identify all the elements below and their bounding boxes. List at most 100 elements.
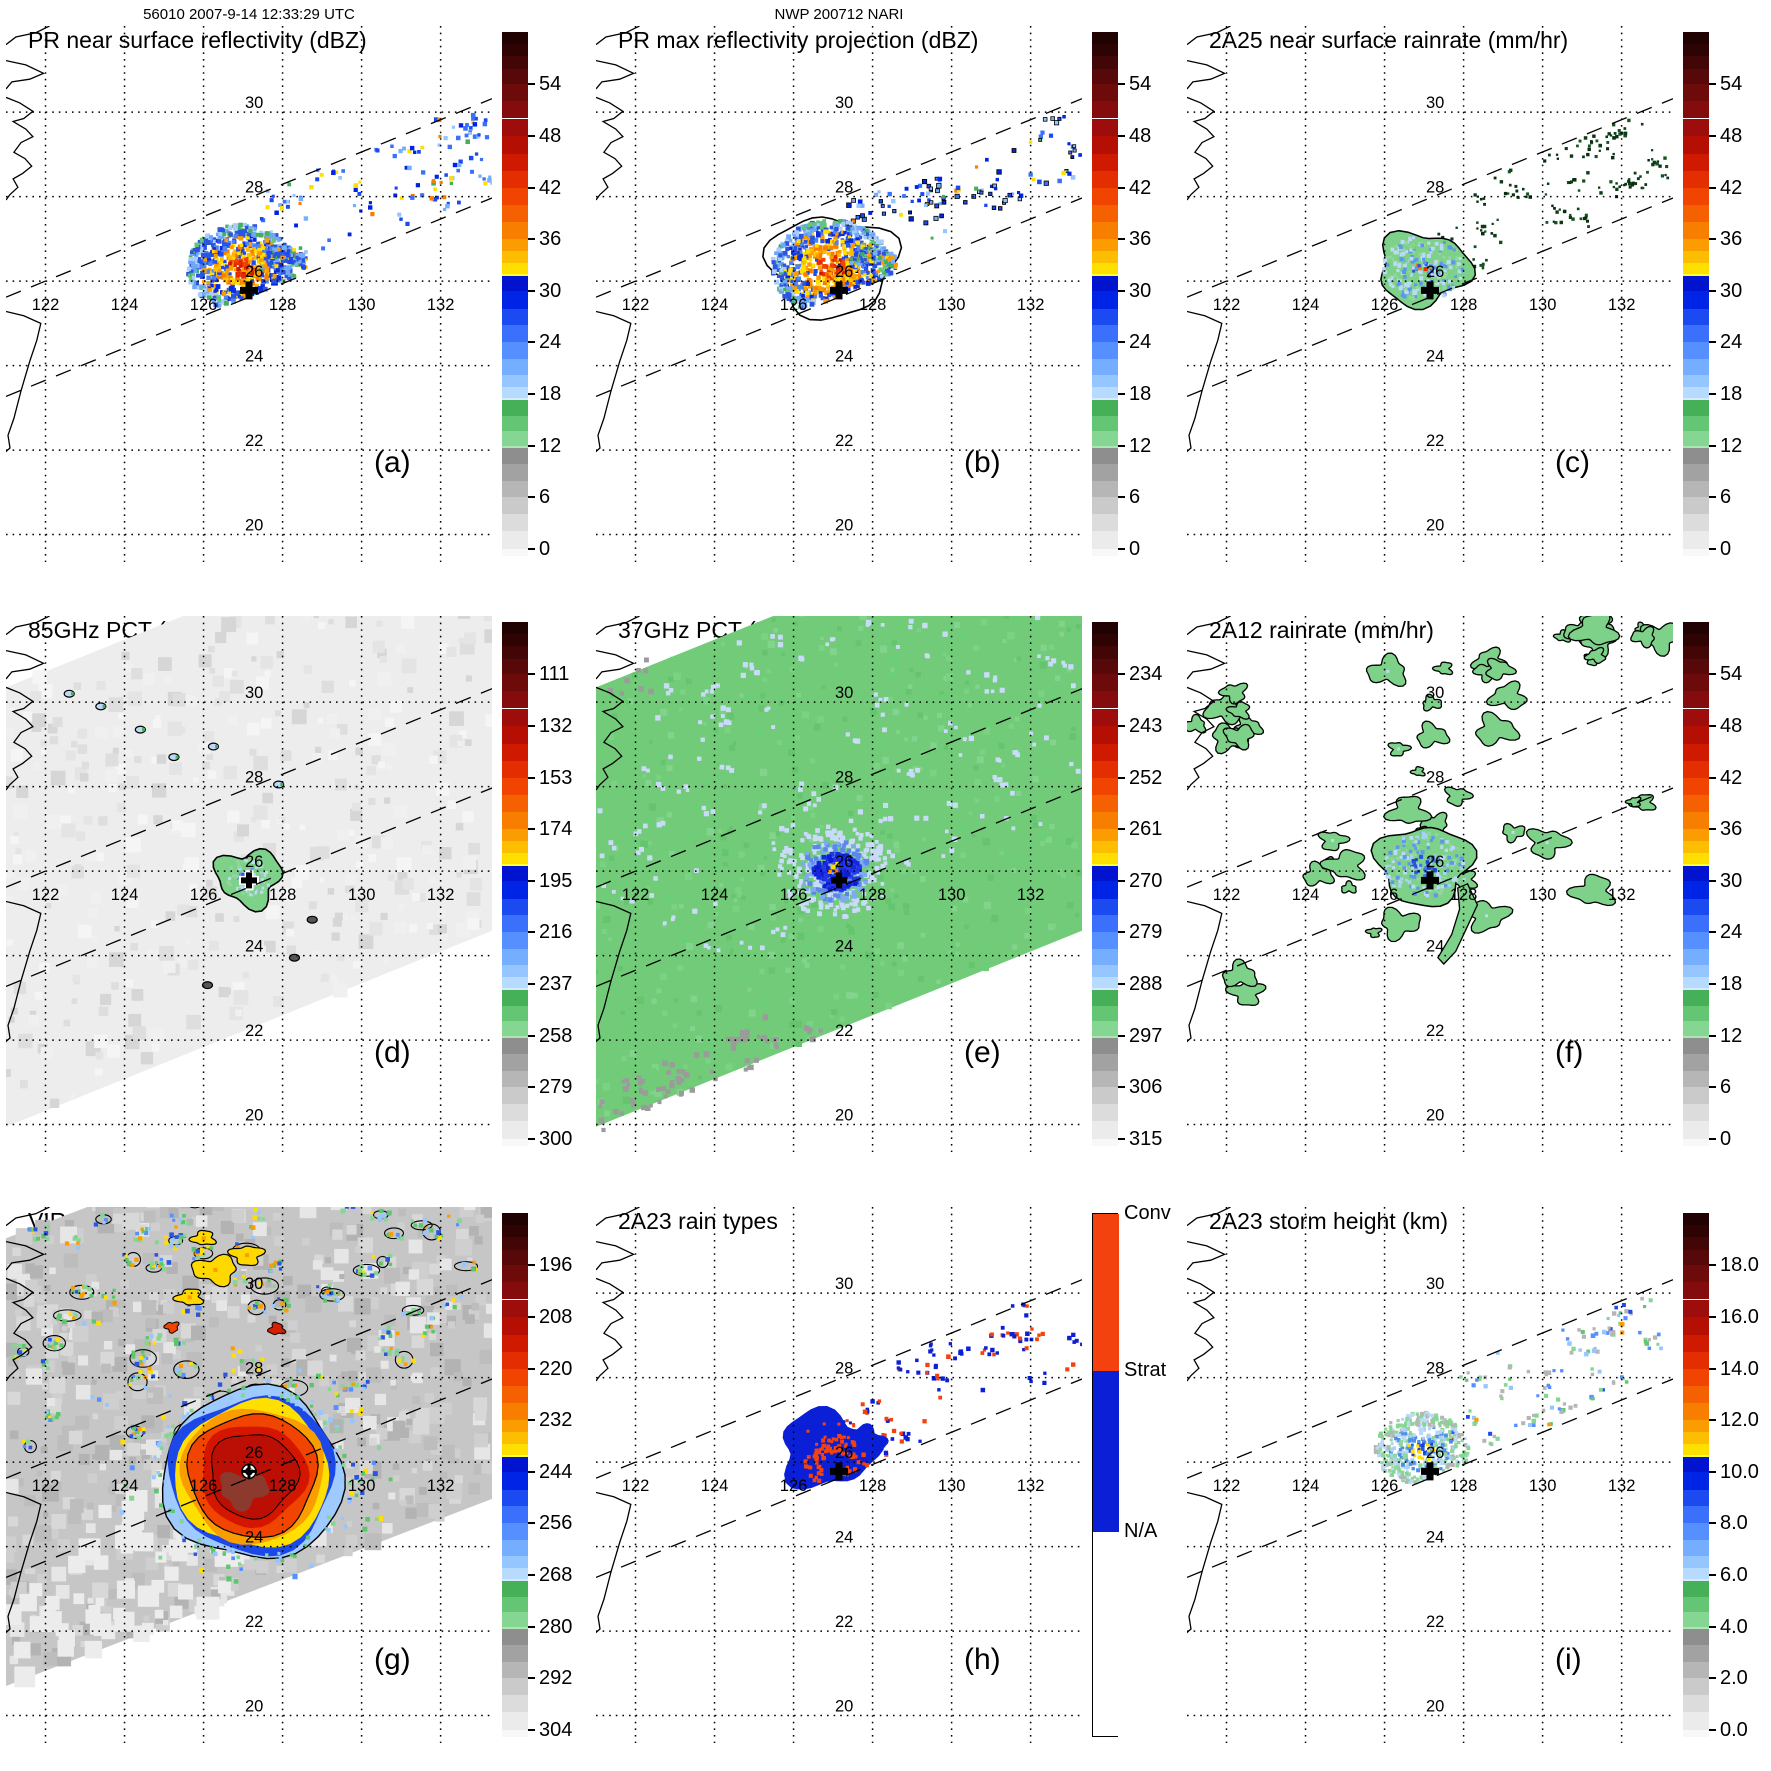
colorbar-segment: [502, 1104, 528, 1122]
colorbar-segment: [1683, 375, 1709, 388]
swath-edge-lower: [1187, 197, 1673, 398]
colorbar-segment: [502, 1265, 528, 1283]
colorbar-segment: [502, 1729, 528, 1737]
colorbar-segment: [502, 708, 528, 726]
colorbar-segment: [502, 56, 528, 69]
lat-label: 26: [835, 263, 853, 281]
colorbar-tick: [1118, 83, 1125, 86]
map-g: 122 124 126 128 130 132 30 28 26 24 22 20: [6, 1207, 492, 1743]
colorbar-segment: [502, 446, 528, 448]
lon-label: 128: [269, 886, 297, 904]
colorbar-tick-label: 24: [1720, 921, 1743, 944]
colorbar-segment: [1092, 915, 1118, 933]
header-orbit-time: 56010 2007-9-14 12:33:29 UTC: [143, 6, 355, 23]
colorbar-segment: [1683, 1368, 1709, 1386]
colorbar-segment: [1683, 1006, 1709, 1022]
colorbar-tick-label: 195: [539, 869, 573, 892]
colorbar-tick: [1709, 673, 1716, 676]
lat-label: 30: [245, 1275, 263, 1293]
colorbar-segment: [502, 743, 528, 761]
colorbar-segment: [1092, 56, 1118, 69]
colorbar-segment: [502, 949, 528, 966]
colorbar-tick: [1118, 186, 1125, 189]
colorbar-segment: [1683, 1712, 1709, 1730]
colorbar-segment: [1683, 153, 1709, 171]
colorbar-segment: [502, 531, 528, 549]
lat-label: 30: [1426, 684, 1444, 702]
colorbar-segment: [502, 1597, 528, 1613]
colorbar-segment: [502, 1712, 528, 1730]
colorbar-segment: [1092, 1021, 1118, 1036]
lon-label: 130: [1529, 1477, 1557, 1495]
lon-label: 128: [1450, 296, 1478, 314]
colorbar-tick: [1118, 879, 1125, 882]
colorbar-segment: [502, 977, 528, 988]
colorbar-segment: [1092, 1138, 1118, 1146]
colorbar-segment: [502, 1070, 528, 1088]
colorbar-segment: [1683, 1036, 1709, 1038]
swath-edge-lower: [596, 197, 1082, 398]
colorbar-segment: [1683, 1523, 1709, 1540]
colorbar-segment: [1683, 949, 1709, 966]
lat-label: 28: [1426, 179, 1444, 197]
colorbar-segment: [1092, 101, 1118, 119]
panel-letter-g: (g): [374, 1643, 411, 1676]
colorbar-tick: [1709, 725, 1716, 727]
colorbar-tick-label: 216: [539, 921, 573, 944]
colorbar-segment: [502, 646, 528, 659]
swath-edge-upper: [596, 688, 1082, 888]
lon-label: 130: [938, 886, 966, 904]
colorbar-tick: [1709, 238, 1716, 241]
colorbar-tick: [1118, 983, 1125, 986]
colorbar-segment: [502, 1006, 528, 1022]
colorbar-tick-label: 48: [539, 125, 562, 147]
colorbar-segment: [1092, 135, 1118, 154]
colorbar-tick: [1709, 289, 1716, 292]
lat-label: 26: [245, 1444, 263, 1462]
colorbar-segment: [502, 1021, 528, 1036]
panel-letter-a: (a): [374, 446, 411, 479]
panel-f: 2A12 rainrate (mm/hr) 122 124 126 128 130 132…: [1181, 590, 1771, 1180]
colorbar-segment: [1092, 646, 1118, 659]
colorbar-b: [1092, 32, 1118, 556]
colorbar-segment: [1683, 274, 1709, 276]
colorbar-tick: [1118, 1086, 1125, 1089]
colorbar-segment: [1092, 622, 1118, 634]
lon-label: 124: [1292, 296, 1320, 314]
colorbar-segment: [1092, 1036, 1118, 1038]
lon-label: 122: [622, 886, 650, 904]
panel-h: 2A23 rain types 122 124 126 128 130 132 30 28 26…: [590, 1181, 1180, 1771]
colorbar-segment: [502, 1420, 528, 1433]
colorbar-tick: [528, 1522, 535, 1525]
lon-label: 126: [780, 296, 808, 314]
map-d: 122 124 126 128 130 132 30 28 26 24 22 20: [6, 616, 492, 1152]
colorbar-segment: [1683, 987, 1709, 990]
colorbar-segment: [502, 399, 528, 416]
colorbar-segment: [502, 308, 528, 326]
colorbar-segment: [1092, 812, 1118, 829]
colorbar-c: [1683, 32, 1709, 556]
colorbar-tick-label: 232: [539, 1409, 573, 1432]
colorbar-segment: [1683, 880, 1709, 899]
panel-e: 37GHz PCT (K) 122 124 126 128 130 132 30 28 26 24…: [590, 590, 1180, 1180]
colorbar-segment: [502, 1644, 528, 1662]
colorbar-segment: [1092, 1104, 1118, 1122]
colorbar-segment: [502, 725, 528, 744]
colorbar-segment: [502, 1456, 528, 1472]
coastline: [596, 310, 632, 453]
colorbar-segment: [1683, 691, 1709, 709]
colorbar-segment: [1683, 118, 1709, 136]
colorbar-tick: [1709, 879, 1716, 882]
colorbar-tick-label: 153: [539, 766, 573, 789]
lon-label: 122: [1213, 1477, 1241, 1495]
colorbar-segment: [1092, 204, 1118, 223]
colorbar-a: [502, 32, 528, 556]
colorbar-segment: [1683, 359, 1709, 376]
colorbar-segment: [1683, 1578, 1709, 1581]
coastline: [1187, 1240, 1227, 1271]
colorbar-segment: [502, 1121, 528, 1139]
colorbar-tick-label: 243: [1129, 715, 1163, 737]
colorbar-segment: [1683, 1249, 1709, 1266]
colorbar-segment: [502, 68, 528, 85]
lon-label: 126: [1371, 1477, 1399, 1495]
